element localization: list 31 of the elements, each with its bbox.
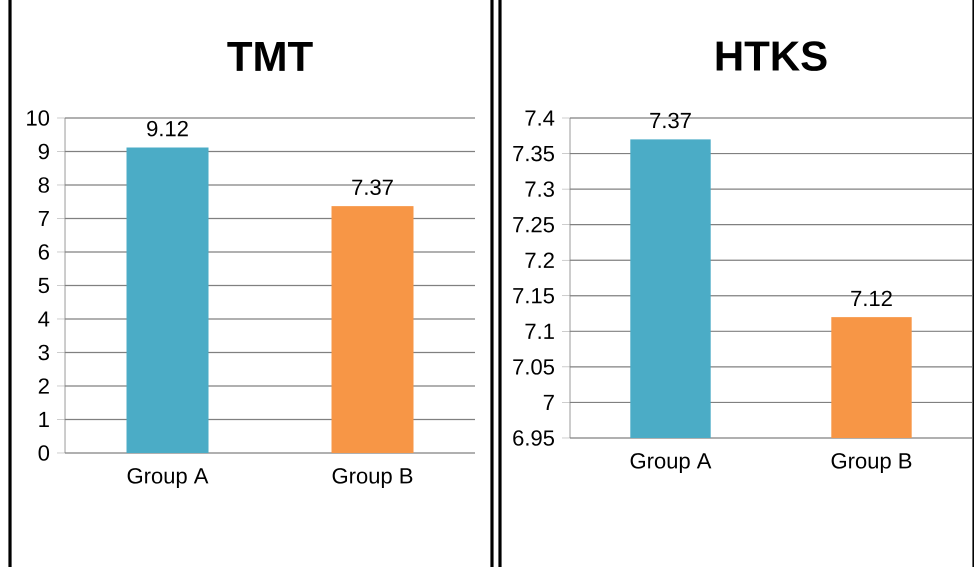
chart-title: TMT bbox=[227, 42, 313, 71]
y-tick-label: 7.2 bbox=[525, 252, 554, 268]
y-tick-label: 6.95 bbox=[513, 430, 554, 446]
y-tick-label: 7.4 bbox=[525, 110, 554, 126]
x-tick-label: Group A bbox=[630, 453, 712, 473]
data-label: 7.12 bbox=[851, 290, 892, 306]
y-tick-label: 1 bbox=[39, 412, 49, 428]
y-tick-label: 4 bbox=[38, 311, 50, 327]
y-tick-label: 6 bbox=[38, 244, 49, 260]
y-tick-label: 2 bbox=[38, 378, 49, 394]
data-label: 9.12 bbox=[147, 120, 188, 136]
x-tick-label: Group B bbox=[832, 453, 912, 473]
y-tick-label: 7.15 bbox=[513, 288, 554, 304]
y-tick-label: 5 bbox=[38, 278, 49, 294]
y-tick-label: 7.05 bbox=[513, 359, 554, 375]
y-tick-label: 7.3 bbox=[525, 181, 554, 197]
y-tick-label: 7 bbox=[38, 210, 49, 226]
y-tick-label: 7.25 bbox=[513, 216, 554, 232]
x-tick-label: Group B bbox=[332, 468, 412, 488]
y-tick-label: 7.1 bbox=[525, 324, 554, 339]
x-tick-label: Group A bbox=[128, 468, 208, 488]
y-tick-label: 8 bbox=[38, 177, 49, 193]
y-tick-label: 10 bbox=[27, 110, 50, 126]
y-tick-label: 0 bbox=[38, 445, 50, 461]
y-tick-label: 3 bbox=[38, 344, 49, 360]
data-label: 7.37 bbox=[650, 112, 691, 128]
chart-title: HTKS bbox=[716, 41, 827, 71]
y-tick-label: 9 bbox=[38, 144, 49, 160]
data-label: 7.37 bbox=[352, 179, 393, 196]
y-tick-label: 7.35 bbox=[513, 146, 554, 162]
y-tick-label: 7 bbox=[544, 394, 554, 410]
